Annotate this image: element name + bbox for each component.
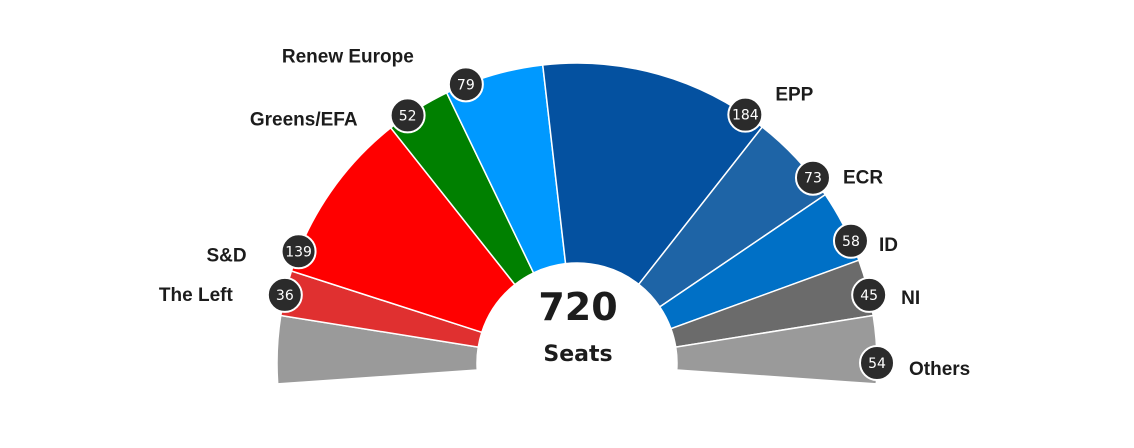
- seat-count-ecr: 73: [804, 171, 822, 187]
- seat-badges: 36 139 52 79 184 73 58 45 54: [266, 66, 895, 381]
- total-seats-value: 720: [538, 285, 617, 329]
- label-the-left: The Left: [159, 285, 234, 306]
- badge-greens-efa: 52: [389, 97, 426, 134]
- label-greens-efa: Greens/EFA: [250, 109, 358, 130]
- seat-count-epp: 184: [732, 108, 759, 124]
- total-seats-label: Seats: [543, 342, 612, 367]
- seat-count-ni: 45: [860, 288, 878, 304]
- badge-others: 54: [859, 345, 895, 381]
- label-renew-europe: Renew Europe: [282, 46, 414, 67]
- label-epp: EPP: [775, 85, 813, 106]
- seat-count-s-d: 139: [285, 244, 312, 260]
- seat-count-renew-europe: 79: [457, 77, 475, 93]
- seat-count-others: 54: [868, 356, 886, 372]
- seat-count-greens-efa: 52: [399, 108, 417, 124]
- badge-the-left: 36: [266, 276, 303, 313]
- label-s-d: S&D: [206, 245, 246, 266]
- label-ecr: ECR: [843, 168, 883, 189]
- badge-s-d: 139: [280, 233, 317, 270]
- label-ni: NI: [901, 288, 920, 309]
- seat-segments: [276, 62, 878, 385]
- label-id: ID: [879, 235, 898, 256]
- badge-id: 58: [832, 222, 869, 259]
- label-others: Others: [909, 359, 970, 380]
- badge-ni: 45: [851, 276, 888, 313]
- seat-count-id: 58: [842, 234, 860, 250]
- badge-renew-europe: 79: [447, 66, 484, 103]
- badge-ecr: 73: [794, 159, 831, 196]
- badge-epp: 184: [727, 96, 764, 133]
- segment-others: [674, 314, 878, 385]
- party-labels: The Left S&D Greens/EFA Renew Europe EPP ECR I…: [159, 46, 970, 380]
- seat-count-the-left: 36: [276, 288, 294, 304]
